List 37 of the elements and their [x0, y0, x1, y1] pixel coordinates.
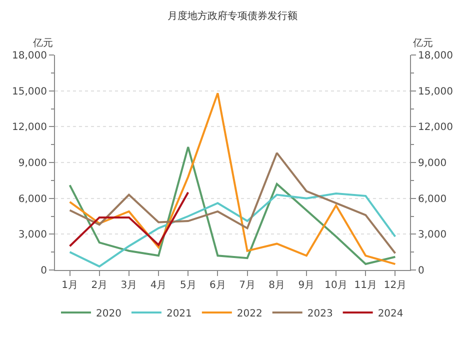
x-tick-label: 2月 [91, 280, 108, 291]
y-tick-label: 12,000 [12, 122, 47, 134]
x-tick-label: 12月 [384, 280, 407, 291]
y-axis-title: 亿元 [32, 38, 53, 49]
y2-tick-label: 12,000 [418, 122, 453, 134]
legend-label: 2023 [307, 308, 333, 320]
legend-label: 2022 [236, 308, 262, 320]
y-tick-label: 0 [40, 266, 47, 276]
y2-axis-title: 亿元 [412, 38, 433, 49]
x-tick-label: 8月 [268, 280, 286, 291]
x-tick-label: 1月 [62, 280, 78, 291]
legend-label: 2024 [378, 308, 404, 320]
y2-tick-label: 3,000 [418, 230, 447, 241]
y-tick-label: 18,000 [12, 50, 47, 62]
chart-title: 月度地方政府专项债券发行额 [168, 10, 298, 22]
line-series [68, 92, 396, 266]
line-series [68, 191, 190, 248]
x-tick-label: 3月 [120, 280, 138, 291]
y2-tick-label: 9,000 [418, 158, 447, 169]
y2-tick-label: 0 [418, 266, 424, 276]
x-tick-label: 6月 [210, 280, 226, 291]
legend-label: 2020 [96, 308, 122, 320]
y-tick-label: 6,000 [18, 194, 47, 205]
y2-tick-label: 18,000 [418, 50, 453, 62]
y2-tick-label: 6,000 [418, 194, 447, 205]
x-tick-label: 5月 [180, 280, 196, 291]
y-tick-label: 3,000 [18, 230, 47, 241]
x-tick-label: 4月 [150, 280, 167, 291]
y2-tick-label: 15,000 [418, 86, 453, 98]
y-tick-label: 15,000 [12, 86, 47, 98]
legend-label: 2021 [166, 308, 192, 320]
x-tick-label: 10月 [324, 280, 348, 291]
x-tick-label: 11月 [354, 280, 377, 291]
y-tick-label: 9,000 [18, 158, 47, 169]
line-series [68, 192, 396, 268]
x-tick-label: 7月 [239, 280, 256, 291]
x-tick-label: 9月 [298, 280, 315, 291]
